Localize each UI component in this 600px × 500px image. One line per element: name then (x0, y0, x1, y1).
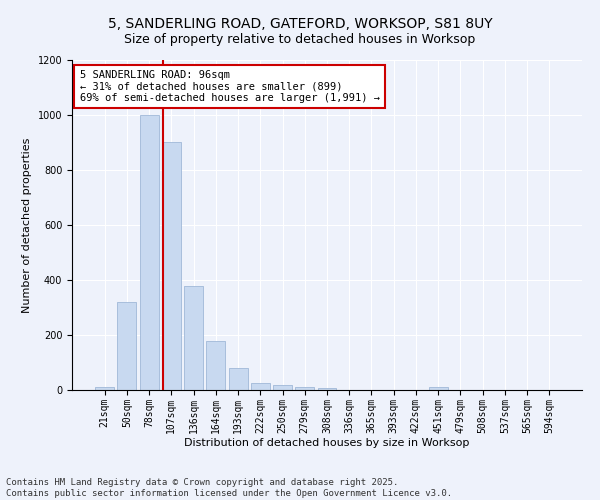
Bar (229, 368, 248, 390)
Bar (317, 388, 337, 390)
Bar (118, 302, 136, 390)
Bar (206, 340, 225, 390)
Bar (429, 387, 448, 390)
Bar (162, 142, 181, 390)
Bar (184, 286, 203, 390)
Bar (273, 384, 292, 390)
Bar (95, 387, 114, 390)
X-axis label: Distribution of detached houses by size in Worksop: Distribution of detached houses by size … (184, 438, 470, 448)
Bar (140, 115, 158, 390)
Text: Size of property relative to detached houses in Worksop: Size of property relative to detached ho… (124, 32, 476, 46)
Bar (251, 383, 270, 390)
Text: 5, SANDERLING ROAD, GATEFORD, WORKSOP, S81 8UY: 5, SANDERLING ROAD, GATEFORD, WORKSOP, S… (107, 18, 493, 32)
Text: 5 SANDERLING ROAD: 96sqm
← 31% of detached houses are smaller (899)
69% of semi-: 5 SANDERLING ROAD: 96sqm ← 31% of detach… (80, 70, 380, 103)
Y-axis label: Number of detached properties: Number of detached properties (22, 138, 32, 312)
Text: Contains HM Land Registry data © Crown copyright and database right 2025.
Contai: Contains HM Land Registry data © Crown c… (6, 478, 452, 498)
Bar (295, 387, 314, 390)
